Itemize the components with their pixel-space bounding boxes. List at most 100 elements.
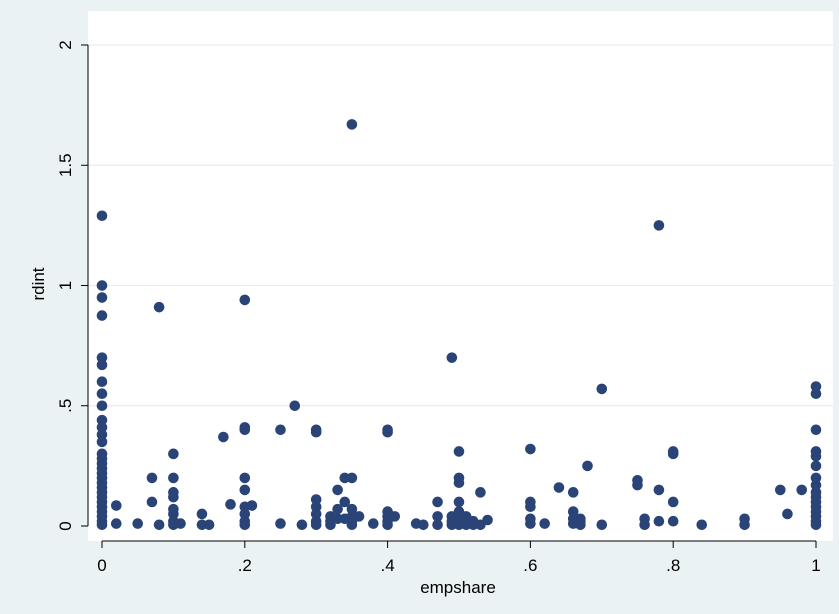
data-point-0-1 [96, 280, 108, 291]
y-tick-label-4: 2 [56, 40, 75, 49]
data-point-0-93 [382, 519, 393, 531]
data-point-0-60 [275, 424, 286, 436]
data-point-0-73 [325, 519, 336, 531]
data-point-0-74 [332, 484, 343, 496]
axes: 0 .2 .4 .6 .8 1 0 .5 1 1.5 2 [56, 40, 821, 575]
y-tick-label-0: 0 [56, 521, 75, 530]
data-point-0-30 [110, 518, 122, 529]
data-point-0-47 [203, 519, 215, 531]
x-axis-title: empshare [420, 578, 496, 597]
data-point-0-34 [153, 301, 165, 313]
plot-area [88, 11, 833, 541]
data-point-0-85 [346, 519, 358, 531]
data-point-0-94 [389, 511, 401, 522]
data-point-0-138 [632, 479, 643, 491]
data-point-0-155 [810, 388, 822, 400]
data-point-0-28 [96, 519, 108, 531]
data-point-0-8 [96, 400, 108, 412]
data-point-0-89 [382, 426, 393, 438]
data-point-0-133 [575, 519, 586, 531]
data-point-0-39 [168, 491, 179, 503]
data-point-0-106 [453, 477, 465, 489]
data-point-0-96 [418, 519, 429, 531]
data-point-0-158 [810, 450, 822, 462]
data-point-0-65 [310, 426, 322, 438]
data-point-0-122 [525, 501, 536, 513]
data-point-0-50 [239, 294, 251, 306]
data-point-0-78 [339, 496, 351, 508]
data-point-0-63 [296, 519, 308, 531]
data-point-0-147 [667, 515, 679, 527]
x-tick-label-1: .2 [238, 556, 252, 575]
x-tick-label-0: 0 [97, 556, 106, 575]
data-point-0-150 [739, 519, 750, 531]
data-point-0-97 [432, 496, 443, 508]
x-tick-label-4: .8 [666, 556, 680, 575]
data-point-0-86 [353, 511, 365, 522]
data-point-0-45 [196, 508, 208, 520]
data-point-0-2 [96, 292, 108, 303]
data-point-0-7 [96, 388, 108, 400]
y-tick-label-2: 1 [56, 281, 75, 290]
data-point-0-141 [653, 220, 665, 231]
data-point-0-36 [168, 448, 179, 460]
data-point-0-29 [110, 500, 122, 511]
data-point-0-33 [146, 496, 158, 508]
data-point-0-48 [218, 431, 229, 443]
data-point-0-152 [782, 508, 793, 520]
data-point-0-12 [96, 436, 108, 448]
data-point-0-81 [346, 472, 358, 484]
data-point-0-37 [168, 472, 179, 484]
data-point-0-146 [667, 496, 679, 508]
data-point-0-159 [810, 460, 822, 472]
data-point-0-142 [653, 484, 665, 496]
data-point-0-3 [96, 310, 108, 321]
data-point-0-117 [475, 487, 486, 498]
data-point-0-104 [453, 446, 465, 457]
data-point-0-31 [132, 518, 143, 529]
data-points [96, 119, 822, 531]
data-point-0-61 [275, 518, 286, 529]
data-point-0-58 [239, 519, 251, 531]
data-point-0-75 [332, 503, 343, 515]
data-point-0-59 [246, 500, 258, 511]
data-point-0-32 [146, 472, 158, 484]
data-point-0-135 [596, 383, 608, 395]
x-tick-label-2: .4 [381, 556, 395, 575]
data-point-0-62 [289, 400, 301, 412]
data-point-0-99 [432, 519, 443, 531]
x-tick-label-5: 1 [811, 556, 820, 575]
data-point-0-49 [225, 499, 236, 510]
data-point-0-136 [596, 519, 608, 531]
data-point-0-119 [482, 514, 493, 526]
data-point-0-120 [525, 443, 536, 455]
data-point-0-52 [239, 424, 251, 436]
y-tick-label-3: 1.5 [56, 153, 75, 177]
data-point-0-124 [525, 518, 536, 529]
data-point-0-127 [567, 487, 579, 498]
data-point-0-98 [432, 511, 443, 522]
data-point-0-87 [368, 518, 379, 529]
data-point-0-153 [796, 484, 808, 496]
data-point-0-126 [553, 482, 565, 493]
data-point-0-134 [582, 460, 593, 472]
y-axis-title: rdint [29, 267, 48, 300]
data-point-0-6 [96, 376, 108, 388]
grid-lines [88, 44, 833, 407]
data-point-0-169 [810, 519, 822, 531]
data-point-0-80 [346, 119, 358, 130]
data-point-0-100 [446, 352, 458, 363]
data-point-0-143 [653, 515, 665, 527]
data-point-0-70 [310, 519, 322, 531]
data-point-0-145 [667, 448, 679, 460]
data-point-0-53 [239, 472, 251, 484]
x-tick-label-3: .6 [523, 556, 537, 575]
data-point-0-156 [810, 424, 822, 436]
data-point-0-151 [775, 484, 786, 496]
y-tick-label-1: .5 [56, 399, 75, 413]
data-point-0-44 [175, 518, 186, 529]
data-point-0-5 [96, 359, 108, 371]
data-point-0-54 [239, 484, 251, 496]
